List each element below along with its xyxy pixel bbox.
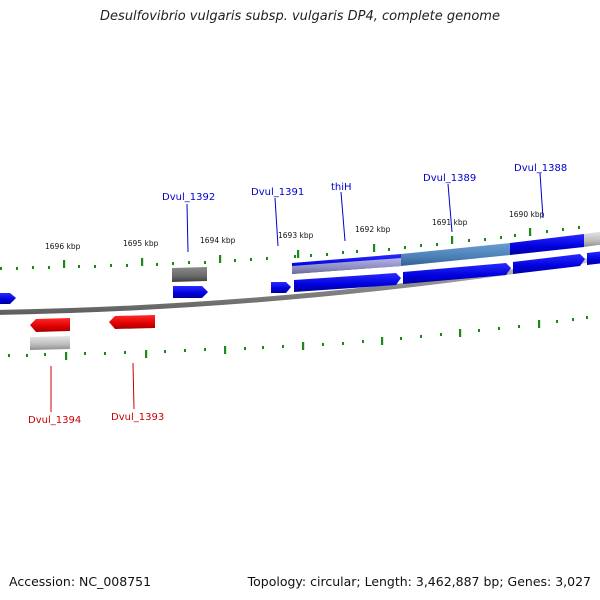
gene-track-reverse xyxy=(30,315,155,350)
feature-gray-dvul_1392[interactable] xyxy=(172,267,207,282)
outer-ruler-major-ticks xyxy=(63,228,532,268)
scale-label-1690: 1690 kbp xyxy=(509,210,545,219)
leader-dvul_1393 xyxy=(132,362,135,410)
gene-label-dvul_1389[interactable]: Dvul_1389 xyxy=(423,173,476,184)
scale-label-1692: 1692 kbp xyxy=(355,225,391,234)
leader-dvul_1389 xyxy=(447,183,453,233)
scale-label-1693: 1693 kbp xyxy=(278,231,314,240)
leader-dvul_1391 xyxy=(274,197,279,247)
inner-ruler-minor-ticks xyxy=(8,316,588,357)
gene-label-dvul_1391[interactable]: Dvul_1391 xyxy=(251,187,304,198)
gene-label-dvul_1393[interactable]: Dvul_1393 xyxy=(111,412,164,423)
gene-track-forward-outer xyxy=(172,231,600,282)
gene-reverse-dvul_1393[interactable] xyxy=(109,315,155,329)
scale-label-1695: 1695 kbp xyxy=(123,239,159,248)
gene-reverse-dvul_1394[interactable] xyxy=(30,318,70,332)
scale-label-1696: 1696 kbp xyxy=(45,242,81,251)
gene-forward-dvul_1388-outer[interactable] xyxy=(510,234,584,255)
gene-label-thiH[interactable]: thiH xyxy=(331,182,352,193)
map-title: Desulfovibrio vulgaris subsp. vulgaris D… xyxy=(100,9,500,24)
gene-forward-dvul_1392[interactable] xyxy=(173,286,208,298)
inner-ruler-major-ticks xyxy=(65,320,541,360)
gene-forward-dvul_1389[interactable] xyxy=(403,263,511,284)
leader-thiH xyxy=(340,191,346,242)
outer-ruler-minor-ticks xyxy=(0,226,580,270)
scale-label-1694: 1694 kbp xyxy=(200,236,236,245)
gene-label-dvul_1394[interactable]: Dvul_1394 xyxy=(28,415,81,426)
gene-label-dvul_1388[interactable]: Dvul_1388 xyxy=(514,163,567,174)
feature-steel-dvul_1389[interactable] xyxy=(401,243,510,266)
gene-forward-left-edge[interactable] xyxy=(0,293,16,304)
gene-label-leaders xyxy=(50,172,544,412)
feature-gray-right xyxy=(584,231,600,247)
feature-gray-reverse xyxy=(30,336,70,350)
gene-forward-dvul_1388[interactable] xyxy=(513,254,585,274)
gene-forward-thiH-outer-gray xyxy=(292,258,401,274)
gene-track-forward xyxy=(0,251,600,304)
scale-label-1691: 1691 kbp xyxy=(432,218,468,227)
genome-backbone xyxy=(0,255,600,315)
gene-forward-right-edge[interactable] xyxy=(587,251,600,265)
gene-label-dvul_1392[interactable]: Dvul_1392 xyxy=(162,192,215,203)
accession-text: Accession: NC_008751 xyxy=(9,574,152,589)
leader-dvul_1392 xyxy=(186,203,189,253)
gene-forward-dvul_1391[interactable] xyxy=(271,282,291,293)
leader-dvul_1388 xyxy=(539,172,544,219)
genome-summary-text: Topology: circular; Length: 3,462,887 bp… xyxy=(247,574,591,589)
gene-forward-thiH[interactable] xyxy=(294,273,401,292)
